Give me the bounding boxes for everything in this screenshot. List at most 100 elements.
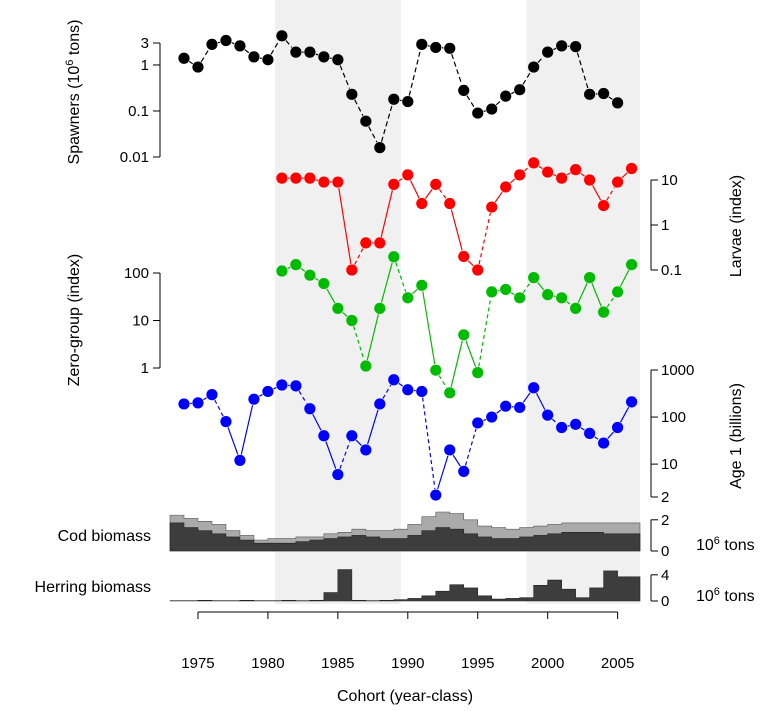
spawners-segment (553, 47, 557, 51)
spawners-axis-title-part: 6 (64, 60, 76, 66)
age1-point (374, 398, 386, 410)
zero-group-point (612, 286, 624, 298)
spawners-point (220, 34, 232, 47)
zero-group-point (332, 302, 344, 314)
spawners-segment (188, 61, 194, 65)
zero-group-point (374, 302, 386, 314)
larvae-point (374, 237, 386, 249)
age1-tick-label: 100 (661, 409, 686, 426)
age1-axis-title-part: Age 1 (billions) (728, 383, 745, 489)
spawners-point (262, 54, 274, 66)
larvae-point (318, 176, 330, 188)
spawners-point (332, 54, 344, 66)
x-tick-label: 1985 (321, 655, 354, 672)
age1-segment (339, 441, 351, 469)
zero-group-point (584, 272, 596, 284)
zero-group-segment (606, 296, 615, 308)
larvae-point (556, 172, 568, 184)
spawners-segment (244, 49, 250, 54)
larvae-point (360, 237, 372, 249)
zero-group-tick-label: 100 (124, 265, 149, 282)
spawners-segment (537, 56, 544, 63)
spawners-segment (576, 52, 589, 89)
age1-segment (312, 413, 322, 431)
spawners-point (276, 30, 288, 42)
larvae-point (500, 181, 512, 193)
cod-biomass-unit-part: tons (720, 537, 755, 554)
age1-axis-title: Age 1 (billions) (728, 383, 745, 489)
larvae-segment (315, 179, 319, 181)
herring-biomass-unit-part: 10 (696, 588, 714, 605)
spawners-axis-title-part: Spawners (10 (66, 66, 83, 165)
larvae-point (416, 197, 428, 210)
zero-group-segment (450, 340, 463, 387)
spawners-point (584, 88, 596, 100)
spawners-point (570, 41, 582, 53)
larvae-point (430, 178, 442, 190)
age1-segment (483, 418, 487, 422)
age1-point (220, 416, 232, 428)
spawners-point (192, 61, 204, 73)
zero-group-axis-title: Zero-group (index) (66, 254, 83, 387)
age1-point (346, 430, 358, 442)
age1-point (262, 385, 274, 398)
age1-point (612, 421, 624, 434)
spawners-point (248, 51, 260, 63)
age1-point (234, 454, 246, 466)
age1-segment (594, 436, 599, 441)
age1-segment (620, 407, 630, 423)
herring-biomass-unit-part: 6 (714, 586, 720, 598)
zero-group-segment (510, 292, 515, 296)
cod-biomass-tick-label: 0 (661, 543, 669, 560)
zero-group-segment (314, 277, 319, 281)
spawners-segment (354, 99, 364, 116)
spawners-point (458, 84, 470, 97)
age1-point (584, 427, 596, 439)
age1-point (276, 379, 288, 391)
x-tick-label: 1990 (391, 655, 424, 672)
larvae-point (458, 250, 470, 263)
spawners-segment (217, 41, 221, 44)
age1-segment (367, 409, 379, 445)
larvae-segment (354, 248, 364, 265)
zero-group-point (290, 259, 302, 271)
age1-point (444, 444, 456, 456)
age1-segment (551, 418, 558, 424)
larvae-point (584, 174, 596, 186)
age1-segment (522, 392, 531, 403)
cod-biomass-label: Cod biomass (58, 528, 151, 545)
cod-biomass-unit: 106 tons (696, 535, 755, 554)
zero-group-point (430, 364, 442, 376)
zero-group-segment (353, 326, 365, 361)
spawners-point (206, 38, 218, 50)
spawners-tick-label: 1 (141, 57, 149, 74)
zero-group-segment (300, 267, 306, 272)
spawners-tick-label: 0.1 (128, 103, 149, 120)
larvae-point (290, 172, 302, 184)
zero-group-point (542, 289, 554, 301)
spawners-segment (200, 49, 210, 63)
spawners-segment (522, 72, 531, 85)
spawners-tick-label: 0.01 (120, 149, 149, 166)
zero-group-point (570, 302, 582, 314)
larvae-point (570, 164, 582, 176)
age1-segment (464, 428, 477, 466)
zero-group-segment (287, 266, 291, 270)
herring-biomass-tick-label: 0 (661, 593, 669, 610)
zero-group-point (626, 259, 638, 271)
larvae-point (444, 197, 456, 210)
age1-point (472, 417, 484, 429)
zero-group-segment (395, 262, 407, 293)
zero-group-point (402, 292, 414, 304)
cod-biomass-area (169, 522, 641, 552)
zero-group-point (346, 314, 358, 327)
larvae-point (332, 176, 344, 188)
spawners-point (304, 46, 316, 58)
zero-group-segment (422, 291, 436, 365)
larvae-segment (409, 180, 420, 199)
zero-group-segment (326, 288, 336, 304)
age1-segment (273, 387, 277, 390)
zero-group-point (416, 279, 428, 291)
age1-point (178, 398, 190, 410)
age1-segment (382, 384, 392, 399)
